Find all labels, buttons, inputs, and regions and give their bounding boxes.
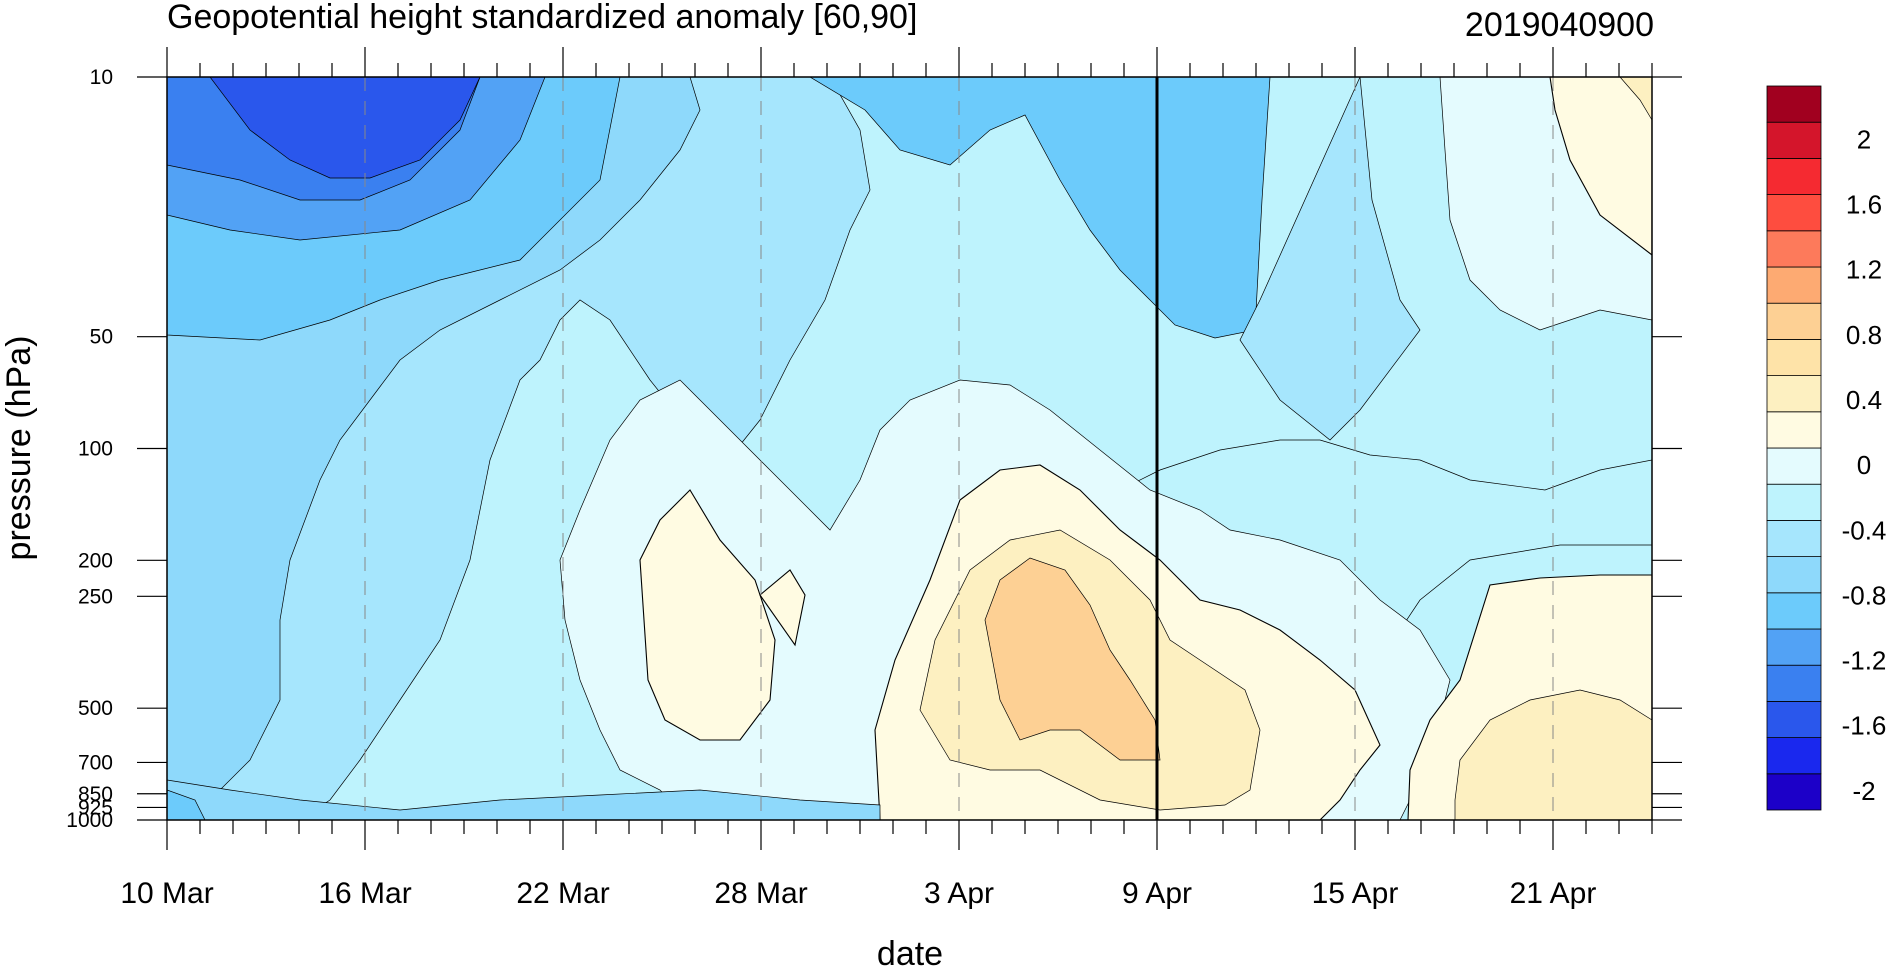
colorbar-label: 2 (1857, 124, 1871, 154)
contour-band-13 (1619, 77, 1652, 121)
y-tick-label: 850 (78, 783, 113, 806)
contour-band-16 (759, 569, 806, 647)
x-tick-label: 9 Apr (1122, 877, 1192, 910)
colorbar-segment (1766, 628, 1822, 666)
colorbar-label: 1.6 (1846, 189, 1882, 219)
x-tick-label: 28 Mar (714, 877, 807, 910)
contour-band-12 (1549, 77, 1652, 256)
y-tick-label: 100 (78, 438, 113, 461)
contour-band-15 (639, 489, 776, 741)
init-date-label: 2019040900 (1465, 6, 1654, 44)
y-tick-label: 500 (78, 697, 113, 720)
contour-band-19 (984, 557, 1161, 761)
colorbar-segment (1766, 483, 1822, 521)
colorbar-segment (1766, 447, 1822, 485)
colorbar-segment (1766, 556, 1822, 594)
y-tick-label: 200 (78, 549, 113, 572)
y-tick-label: 700 (78, 751, 113, 774)
y-axis-label: pressure (hPa) (0, 336, 38, 561)
colorbar-label: 0 (1857, 450, 1871, 480)
colorbar-segment (1766, 194, 1822, 232)
colorbar-label: 0.4 (1846, 385, 1882, 415)
x-tick-label: 22 Mar (516, 877, 609, 910)
x-tick-label: 10 Mar (120, 877, 213, 910)
contour-band-8 (809, 77, 1271, 339)
x-tick-label: 15 Apr (1312, 877, 1399, 910)
x-tick-label: 3 Apr (924, 877, 994, 910)
colorbar: 2 1.6 1.2 0.8 0.4 0 -0.4 -0.8 -1.2 -1.6 -2 (1766, 85, 1887, 811)
y-tick-label: 50 (90, 326, 113, 349)
colorbar-label: -0.8 (1842, 580, 1887, 610)
chart-title: Geopotential height standardized anomaly… (167, 0, 917, 36)
colorbar-segment (1766, 375, 1822, 413)
colorbar-label: 1.2 (1846, 255, 1882, 285)
colorbar-segment (1766, 85, 1822, 123)
colorbar-label: -1.6 (1842, 711, 1887, 741)
y-tick-label: 10 (90, 66, 113, 89)
x-axis-label: date (877, 935, 943, 969)
colorbar-segment (1766, 338, 1822, 376)
colorbar-segment (1766, 230, 1822, 268)
x-axis: 10 Mar 16 Mar 22 Mar 28 Mar 3 Apr 9 Apr 15 Apr… (120, 47, 1653, 910)
colorbar-label: -1.2 (1842, 646, 1887, 676)
colorbar-segment (1766, 411, 1822, 449)
x-tick-label: 16 Mar (318, 877, 411, 910)
contour-field (167, 77, 1652, 820)
contour-band-7 (209, 77, 481, 179)
colorbar-segment (1766, 121, 1822, 159)
colorbar-segment (1766, 737, 1822, 775)
colorbar-label: -2 (1852, 776, 1875, 806)
colorbar-segment (1766, 592, 1822, 630)
x-tick-label: 21 Apr (1510, 877, 1597, 910)
colorbar-segment (1766, 157, 1822, 195)
colorbar-label: -0.4 (1842, 515, 1887, 545)
y-tick-label: 250 (78, 585, 113, 608)
colorbar-segment (1766, 664, 1822, 702)
colorbar-segment (1766, 266, 1822, 304)
y-tick-label: 925 (78, 796, 113, 819)
colorbar-segment (1766, 520, 1822, 558)
y-tick-label: 1000 (66, 809, 113, 832)
colorbar-segment (1766, 701, 1822, 739)
colorbar-segment (1766, 773, 1822, 811)
colorbar-label: 0.8 (1846, 320, 1882, 350)
colorbar-segment (1766, 302, 1822, 340)
contour-band-22 (167, 779, 881, 820)
contour-band-23 (167, 789, 206, 820)
